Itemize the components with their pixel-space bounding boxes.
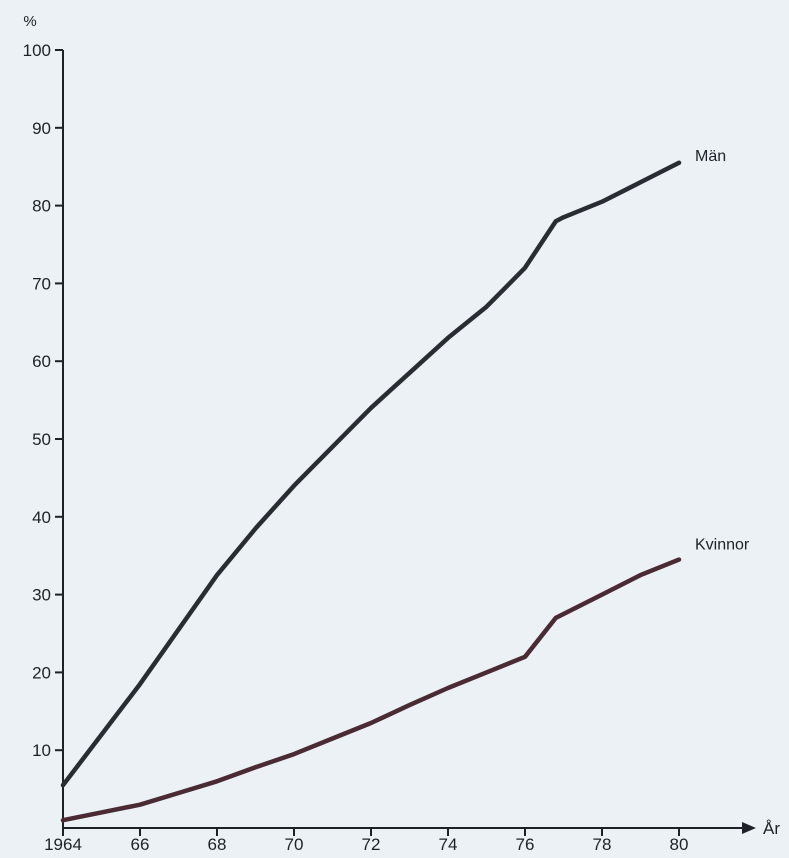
- y-tick-label: 40: [32, 508, 51, 527]
- x-tick-label: 72: [362, 835, 381, 853]
- y-tick-label: 50: [32, 430, 51, 449]
- y-tick-label: 10: [32, 741, 51, 760]
- x-tick-label: 80: [670, 835, 689, 853]
- series-layer: [60, 160, 682, 823]
- series-line-0: [60, 160, 682, 788]
- y-tick-label: 20: [32, 663, 51, 682]
- y-axis-label: %: [23, 13, 36, 30]
- x-axis-arrow-icon: [742, 822, 756, 834]
- series-line-1: [60, 557, 682, 823]
- y-tick-label: 80: [32, 197, 51, 216]
- y-tick-label: 30: [32, 586, 51, 605]
- y-tick-label: 90: [32, 119, 51, 138]
- x-tick-label: 1964: [44, 835, 82, 853]
- y-tick-label: 100: [23, 41, 51, 60]
- x-tick-label: 66: [131, 835, 150, 853]
- x-tick-label: 78: [593, 835, 612, 853]
- labels-layer: 10 20 30 40 50 60 70 80 90 100 1964 66 68 70 72 74 76 78 8…: [23, 13, 781, 854]
- x-tick-label: 76: [516, 835, 535, 853]
- x-tick-label: 68: [208, 835, 227, 853]
- series-label-0: Män: [695, 148, 726, 165]
- y-tick-label: 60: [32, 352, 51, 371]
- series-label-1: Kvinnor: [695, 537, 750, 554]
- y-tick-label: 70: [32, 274, 51, 293]
- x-tick-label: 70: [285, 835, 304, 853]
- x-axis-label: År: [763, 819, 780, 838]
- x-tick-label: 74: [439, 835, 458, 853]
- axes: [55, 49, 756, 836]
